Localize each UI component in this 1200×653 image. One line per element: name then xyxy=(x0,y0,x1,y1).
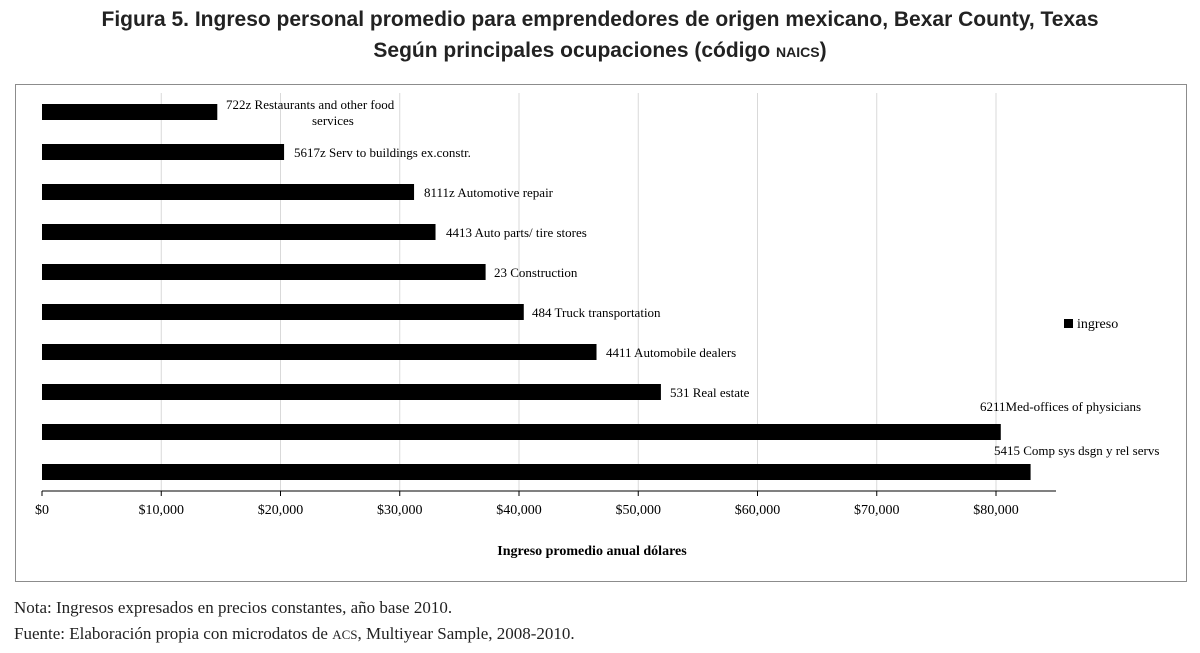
x-tick-label: $20,000 xyxy=(258,503,304,518)
category-label: 6211Med-offices of physicians xyxy=(980,399,1141,414)
x-tick-label: $40,000 xyxy=(496,503,542,518)
category-label: 484 Truck transportation xyxy=(532,305,661,320)
bar xyxy=(42,304,524,320)
chart-frame: $0 $10,000 $20,000 $30,000 $40,000 $50,000 $60… xyxy=(15,84,1187,582)
x-tick-label: $30,000 xyxy=(377,503,423,518)
bar-chart: $0 $10,000 $20,000 $30,000 $40,000 $50,000 $60… xyxy=(35,93,1159,559)
bar xyxy=(42,384,661,400)
bar xyxy=(42,264,486,280)
category-label: 8111z Automotive repair xyxy=(424,185,554,200)
x-tick-label: $10,000 xyxy=(139,503,185,518)
bar xyxy=(42,104,218,120)
bar xyxy=(42,144,285,160)
category-label: 5415 Comp sys dsgn y rel servs xyxy=(994,443,1159,458)
source-acs: ACS xyxy=(332,627,358,642)
x-axis-title: Ingreso promedio anual dólares xyxy=(497,544,687,559)
chart-title: Figura 5. Ingreso personal promedio para… xyxy=(101,8,1099,31)
subtitle-text: Según principales ocupaciones (código xyxy=(373,39,776,62)
category-label: 23 Construction xyxy=(494,265,578,280)
x-tick-label: $60,000 xyxy=(735,503,781,518)
category-label: 4413 Auto parts/ tire stores xyxy=(446,225,587,240)
bar xyxy=(42,184,415,200)
subtitle-naics: NAICS xyxy=(776,44,820,60)
x-tick-label: $50,000 xyxy=(616,503,662,518)
category-label: 5617z Serv to buildings ex.constr. xyxy=(294,145,471,160)
category-label: 4411 Automobile dealers xyxy=(606,345,736,360)
bar xyxy=(42,224,436,240)
source-after: , Multiyear Sample, 2008-2010. xyxy=(357,624,575,643)
x-tick-label: $70,000 xyxy=(854,503,900,518)
category-label-continued: services xyxy=(312,113,354,128)
source-text: Fuente: Elaboración propia con microdato… xyxy=(14,624,575,644)
x-tick-label: $0 xyxy=(35,503,49,518)
bar xyxy=(42,344,597,360)
category-label: 722z Restaurants and other food xyxy=(226,97,395,112)
note-text: Nota: Ingresos expresados en precios con… xyxy=(14,598,453,617)
source-before: Fuente: Elaboración propia con microdato… xyxy=(14,624,333,643)
bar xyxy=(42,464,1031,480)
category-label: 531 Real estate xyxy=(670,385,750,400)
legend-label: ingreso xyxy=(1077,317,1118,332)
x-tick-label: $80,000 xyxy=(973,503,1019,518)
legend-swatch xyxy=(1064,319,1073,328)
bar xyxy=(42,424,1001,440)
subtitle-end: ) xyxy=(819,39,827,62)
chart-subtitle: Según principales ocupaciones (código NA… xyxy=(0,37,1200,66)
